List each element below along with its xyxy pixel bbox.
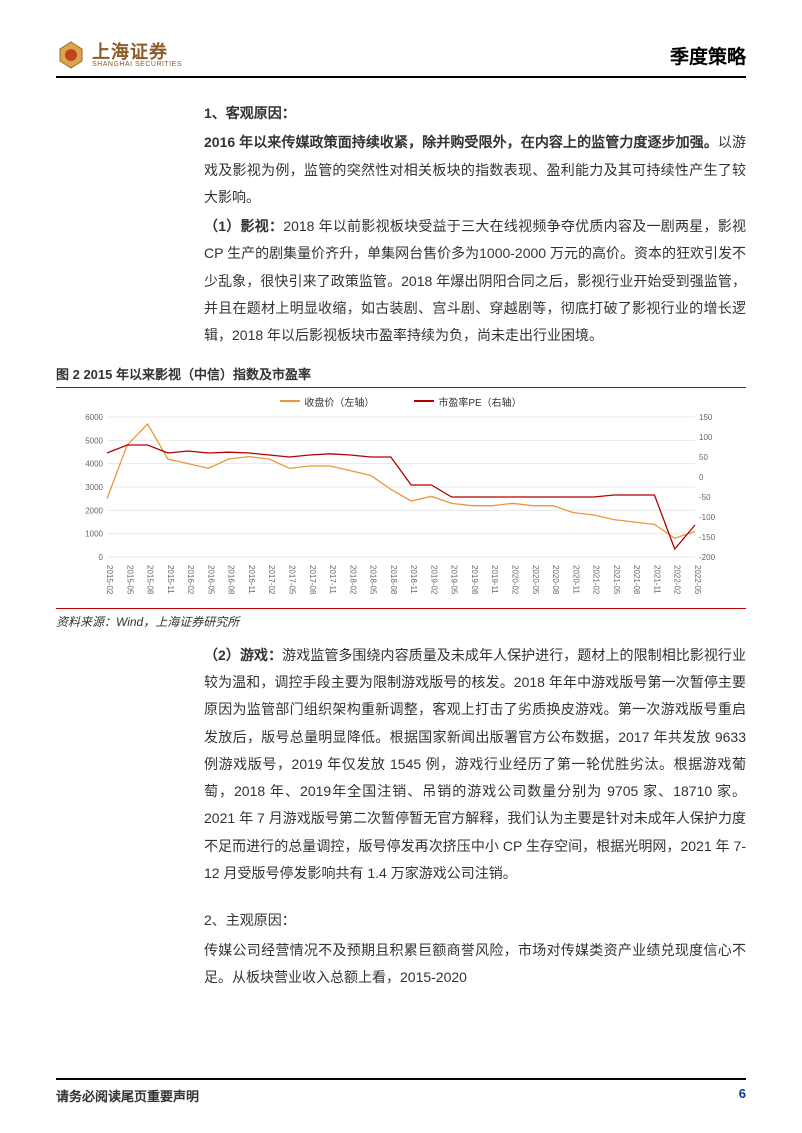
svg-text:2021-02: 2021-02 bbox=[592, 565, 601, 595]
section-games: （2）游戏：游戏监管多围绕内容质量及未成年人保护进行，题材上的限制相比影视行业较… bbox=[204, 642, 746, 888]
svg-text:2015-05: 2015-05 bbox=[125, 565, 134, 595]
chart-legend: 收盘价（左轴） 市盈率PE（右轴） bbox=[66, 394, 736, 409]
section-objective-reasons: 1、客观原因： 2016 年以来传媒政策面持续收紧，除并购受限外，在内容上的监管… bbox=[204, 100, 746, 350]
svg-text:2018-02: 2018-02 bbox=[348, 565, 357, 595]
subhead-games: （2）游戏： bbox=[204, 647, 282, 663]
svg-text:50: 50 bbox=[699, 453, 708, 462]
section-subjective-reasons: 2、主观原因： 传媒公司经营情况不及预期且积累巨额商誉风险，市场对传媒类资产业绩… bbox=[204, 907, 746, 991]
legend-label-price: 收盘价（左轴） bbox=[304, 394, 374, 409]
svg-text:2020-02: 2020-02 bbox=[511, 565, 520, 595]
svg-text:2017-05: 2017-05 bbox=[287, 565, 296, 595]
para-film-body: 2018 年以前影视板块受益于三大在线视频争夺优质内容及一剧两星，影视 CP 生… bbox=[204, 218, 746, 343]
chart-source: 资料来源：Wind，上海证券研究所 bbox=[56, 613, 746, 630]
svg-text:2021-11: 2021-11 bbox=[652, 565, 661, 594]
svg-text:2016-11: 2016-11 bbox=[247, 565, 256, 594]
para-bold-lead: 2016 年以来传媒政策面持续收紧，除并购受限外，在内容上的监管力度逐步加强。 bbox=[204, 134, 718, 150]
svg-text:2019-11: 2019-11 bbox=[490, 565, 499, 594]
logo: 上海证券 SHANGHAI SECURITIES bbox=[56, 40, 182, 70]
svg-text:2018-11: 2018-11 bbox=[409, 565, 418, 594]
para-games-body: 游戏监管多围绕内容质量及未成年人保护进行，题材上的限制相比影视行业较为温和，调控… bbox=[204, 647, 746, 881]
page-footer: 请务必阅读尾页重要声明 6 bbox=[56, 1078, 746, 1105]
svg-text:2000: 2000 bbox=[85, 506, 103, 515]
svg-text:6000: 6000 bbox=[85, 413, 103, 422]
page-number: 6 bbox=[739, 1086, 746, 1105]
svg-text:0: 0 bbox=[699, 473, 704, 482]
heading-2: 2、主观原因： bbox=[204, 907, 746, 934]
svg-text:3000: 3000 bbox=[85, 483, 103, 492]
svg-text:2019-05: 2019-05 bbox=[450, 565, 459, 595]
svg-text:-200: -200 bbox=[699, 553, 716, 562]
svg-text:2017-02: 2017-02 bbox=[267, 565, 276, 595]
svg-text:2017-08: 2017-08 bbox=[308, 565, 317, 595]
legend-label-pe: 市盈率PE（右轴） bbox=[438, 394, 521, 409]
svg-text:2022-02: 2022-02 bbox=[673, 565, 682, 595]
svg-text:2016-02: 2016-02 bbox=[186, 565, 195, 595]
logo-text-en: SHANGHAI SECURITIES bbox=[92, 61, 182, 68]
heading-1: 1、客观原因： bbox=[204, 100, 746, 127]
svg-text:2020-11: 2020-11 bbox=[571, 565, 580, 594]
legend-swatch-price bbox=[280, 400, 300, 402]
svg-text:2018-05: 2018-05 bbox=[369, 565, 378, 595]
footer-disclaimer: 请务必阅读尾页重要声明 bbox=[56, 1086, 199, 1105]
doc-category: 季度策略 bbox=[670, 42, 746, 69]
chart-container: 收盘价（左轴） 市盈率PE（右轴） 0100020003000400050006… bbox=[56, 387, 746, 609]
para-games: （2）游戏：游戏监管多围绕内容质量及未成年人保护进行，题材上的限制相比影视行业较… bbox=[204, 642, 746, 888]
svg-text:-150: -150 bbox=[699, 533, 716, 542]
svg-text:2019-08: 2019-08 bbox=[470, 565, 479, 595]
subhead-film: （1）影视： bbox=[204, 218, 283, 234]
svg-text:2021-08: 2021-08 bbox=[632, 565, 641, 595]
para-subjective-body: 传媒公司经营情况不及预期且积累巨额商誉风险，市场对传媒类资产业绩兑现度信心不足。… bbox=[204, 937, 746, 992]
legend-swatch-pe bbox=[414, 400, 434, 402]
svg-text:2020-08: 2020-08 bbox=[551, 565, 560, 595]
logo-icon bbox=[56, 40, 86, 70]
svg-text:2017-11: 2017-11 bbox=[328, 565, 337, 594]
logo-text-cn: 上海证券 bbox=[92, 43, 182, 61]
svg-text:4000: 4000 bbox=[85, 459, 103, 468]
svg-text:5000: 5000 bbox=[85, 436, 103, 445]
svg-text:2022-05: 2022-05 bbox=[693, 565, 702, 595]
svg-text:2018-08: 2018-08 bbox=[389, 565, 398, 595]
svg-text:2016-08: 2016-08 bbox=[227, 565, 236, 595]
svg-text:2015-02: 2015-02 bbox=[105, 565, 114, 595]
svg-text:2019-02: 2019-02 bbox=[429, 565, 438, 595]
svg-text:150: 150 bbox=[699, 413, 713, 422]
para-policy-tightening: 2016 年以来传媒政策面持续收紧，除并购受限外，在内容上的监管力度逐步加强。以… bbox=[204, 129, 746, 211]
page-header: 上海证券 SHANGHAI SECURITIES 季度策略 bbox=[56, 40, 746, 78]
svg-text:-50: -50 bbox=[699, 493, 711, 502]
svg-text:0: 0 bbox=[99, 553, 104, 562]
para-film-tv: （1）影视：2018 年以前影视板块受益于三大在线视频争夺优质内容及一剧两星，影… bbox=[204, 213, 746, 349]
svg-text:2015-08: 2015-08 bbox=[146, 565, 155, 595]
svg-text:2020-05: 2020-05 bbox=[531, 565, 540, 595]
chart-title: 图 2 2015 年以来影视（中信）指数及市盈率 bbox=[56, 364, 746, 383]
line-chart: 0100020003000400050006000-200-150-100-50… bbox=[66, 411, 736, 601]
legend-pe: 市盈率PE（右轴） bbox=[414, 394, 521, 409]
svg-text:1000: 1000 bbox=[85, 529, 103, 538]
svg-text:-100: -100 bbox=[699, 513, 716, 522]
svg-text:2015-11: 2015-11 bbox=[166, 565, 175, 594]
svg-text:2016-05: 2016-05 bbox=[206, 565, 215, 595]
svg-text:100: 100 bbox=[699, 433, 713, 442]
legend-price: 收盘价（左轴） bbox=[280, 394, 374, 409]
svg-text:2021-05: 2021-05 bbox=[612, 565, 621, 595]
